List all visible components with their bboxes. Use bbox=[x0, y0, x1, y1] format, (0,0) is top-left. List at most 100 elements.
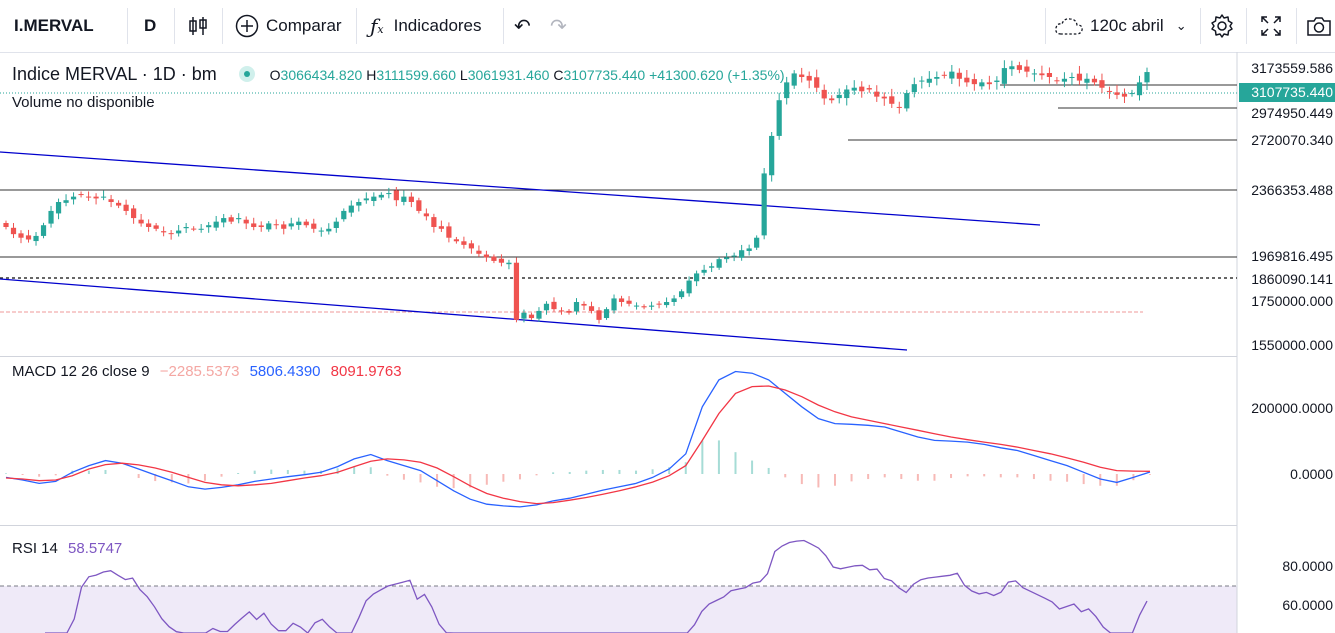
candle-body[interactable] bbox=[363, 198, 369, 201]
candle-body[interactable] bbox=[1129, 93, 1135, 95]
candle-body[interactable] bbox=[821, 89, 827, 99]
candle-body[interactable] bbox=[498, 258, 505, 263]
candle-body[interactable] bbox=[926, 78, 932, 83]
candle-body[interactable] bbox=[378, 194, 384, 198]
candle-body[interactable] bbox=[1076, 73, 1083, 81]
candle-body[interactable] bbox=[10, 227, 17, 235]
candle-body[interactable] bbox=[761, 173, 767, 236]
candle-body[interactable] bbox=[543, 303, 550, 311]
candle-body[interactable] bbox=[964, 77, 970, 83]
candle-body[interactable] bbox=[1046, 73, 1053, 77]
candle-body[interactable] bbox=[551, 301, 557, 310]
candle-body[interactable] bbox=[146, 223, 152, 227]
candle-body[interactable] bbox=[115, 202, 122, 206]
candle-body[interactable] bbox=[521, 312, 527, 319]
candle-body[interactable] bbox=[784, 82, 790, 99]
candle-body[interactable] bbox=[108, 199, 114, 202]
channel-lower-line[interactable] bbox=[0, 278, 908, 351]
candle-body[interactable] bbox=[408, 196, 414, 202]
candle-body[interactable] bbox=[656, 303, 662, 305]
candle-body[interactable] bbox=[709, 266, 715, 268]
candle-body[interactable] bbox=[371, 196, 377, 201]
candle-body[interactable] bbox=[513, 262, 520, 320]
candle-body[interactable] bbox=[633, 305, 640, 307]
candle-body[interactable] bbox=[776, 100, 782, 136]
candle-body[interactable] bbox=[1054, 80, 1060, 82]
candle-body[interactable] bbox=[348, 205, 354, 213]
candle-body[interactable] bbox=[648, 305, 655, 307]
candle-body[interactable] bbox=[739, 250, 745, 258]
candle-body[interactable] bbox=[814, 77, 820, 88]
candle-body[interactable] bbox=[333, 221, 339, 228]
candle-body[interactable] bbox=[191, 228, 197, 230]
candle-body[interactable] bbox=[100, 196, 107, 198]
candle-body[interactable] bbox=[829, 98, 835, 101]
candle-body[interactable] bbox=[1039, 73, 1045, 76]
candle-body[interactable] bbox=[236, 218, 242, 220]
candle-body[interactable] bbox=[55, 202, 62, 214]
candle-body[interactable] bbox=[904, 93, 910, 109]
candle-body[interactable] bbox=[769, 135, 775, 176]
candle-body[interactable] bbox=[18, 233, 24, 238]
candle-body[interactable] bbox=[836, 94, 842, 99]
candle-body[interactable] bbox=[986, 82, 992, 85]
candle-body[interactable] bbox=[123, 204, 129, 211]
candle-body[interactable] bbox=[468, 243, 475, 249]
candle-body[interactable] bbox=[911, 84, 917, 93]
candle-body[interactable] bbox=[596, 310, 602, 320]
candle-body[interactable] bbox=[979, 82, 985, 87]
candle-body[interactable] bbox=[326, 228, 332, 232]
channel-upper-line[interactable] bbox=[0, 151, 1041, 226]
candle-body[interactable] bbox=[671, 298, 677, 302]
candle-body[interactable] bbox=[851, 87, 857, 91]
candle-body[interactable] bbox=[506, 262, 512, 265]
candle-body[interactable] bbox=[1031, 73, 1038, 75]
candle-body[interactable] bbox=[93, 196, 99, 199]
candle-body[interactable] bbox=[971, 79, 977, 85]
interval-button[interactable]: D bbox=[144, 16, 157, 35]
candle-body[interactable] bbox=[1114, 92, 1120, 95]
candle-body[interactable] bbox=[859, 86, 865, 92]
redo-button[interactable]: ↷ bbox=[550, 0, 567, 52]
candle-body[interactable] bbox=[48, 210, 54, 224]
compare-button[interactable]: Comparar bbox=[234, 0, 342, 52]
pane-separator[interactable] bbox=[0, 525, 1237, 526]
candle-body[interactable] bbox=[138, 219, 144, 224]
candle-body[interactable] bbox=[799, 74, 805, 77]
candle-body[interactable] bbox=[746, 248, 752, 251]
candle-body[interactable] bbox=[701, 269, 707, 273]
candle-body[interactable] bbox=[318, 230, 324, 232]
candle-body[interactable] bbox=[1121, 93, 1128, 97]
candle-body[interactable] bbox=[754, 237, 760, 248]
candle-body[interactable] bbox=[573, 302, 580, 312]
candle-body[interactable] bbox=[1084, 78, 1090, 83]
candle-body[interactable] bbox=[416, 200, 422, 211]
candle-body[interactable] bbox=[1144, 72, 1150, 83]
candle-body[interactable] bbox=[806, 75, 812, 81]
candle-body[interactable] bbox=[251, 223, 257, 227]
candle-body[interactable] bbox=[881, 96, 887, 99]
candle-body[interactable] bbox=[1009, 66, 1015, 70]
candle-body[interactable] bbox=[581, 303, 587, 306]
candle-body[interactable] bbox=[431, 217, 437, 227]
candle-body[interactable] bbox=[33, 235, 39, 242]
candle-body[interactable] bbox=[618, 298, 625, 302]
candle-body[interactable] bbox=[273, 224, 279, 226]
fullscreen-button[interactable] bbox=[1259, 0, 1283, 52]
candle-body[interactable] bbox=[206, 225, 212, 228]
settings-button[interactable] bbox=[1209, 0, 1235, 52]
candle-body[interactable] bbox=[1016, 65, 1022, 70]
candle-body[interactable] bbox=[1091, 78, 1098, 83]
candle-body[interactable] bbox=[228, 217, 234, 222]
candle-body[interactable] bbox=[85, 196, 92, 198]
candle-body[interactable] bbox=[994, 80, 1000, 82]
candle-body[interactable] bbox=[258, 225, 264, 227]
candle-body[interactable] bbox=[686, 280, 692, 294]
chart-type-button[interactable] bbox=[186, 0, 210, 52]
candle-body[interactable] bbox=[303, 221, 309, 226]
candle-body[interactable] bbox=[491, 256, 497, 261]
candle-body[interactable] bbox=[949, 71, 955, 79]
candle-body[interactable] bbox=[536, 310, 542, 319]
candle-body[interactable] bbox=[663, 302, 670, 306]
